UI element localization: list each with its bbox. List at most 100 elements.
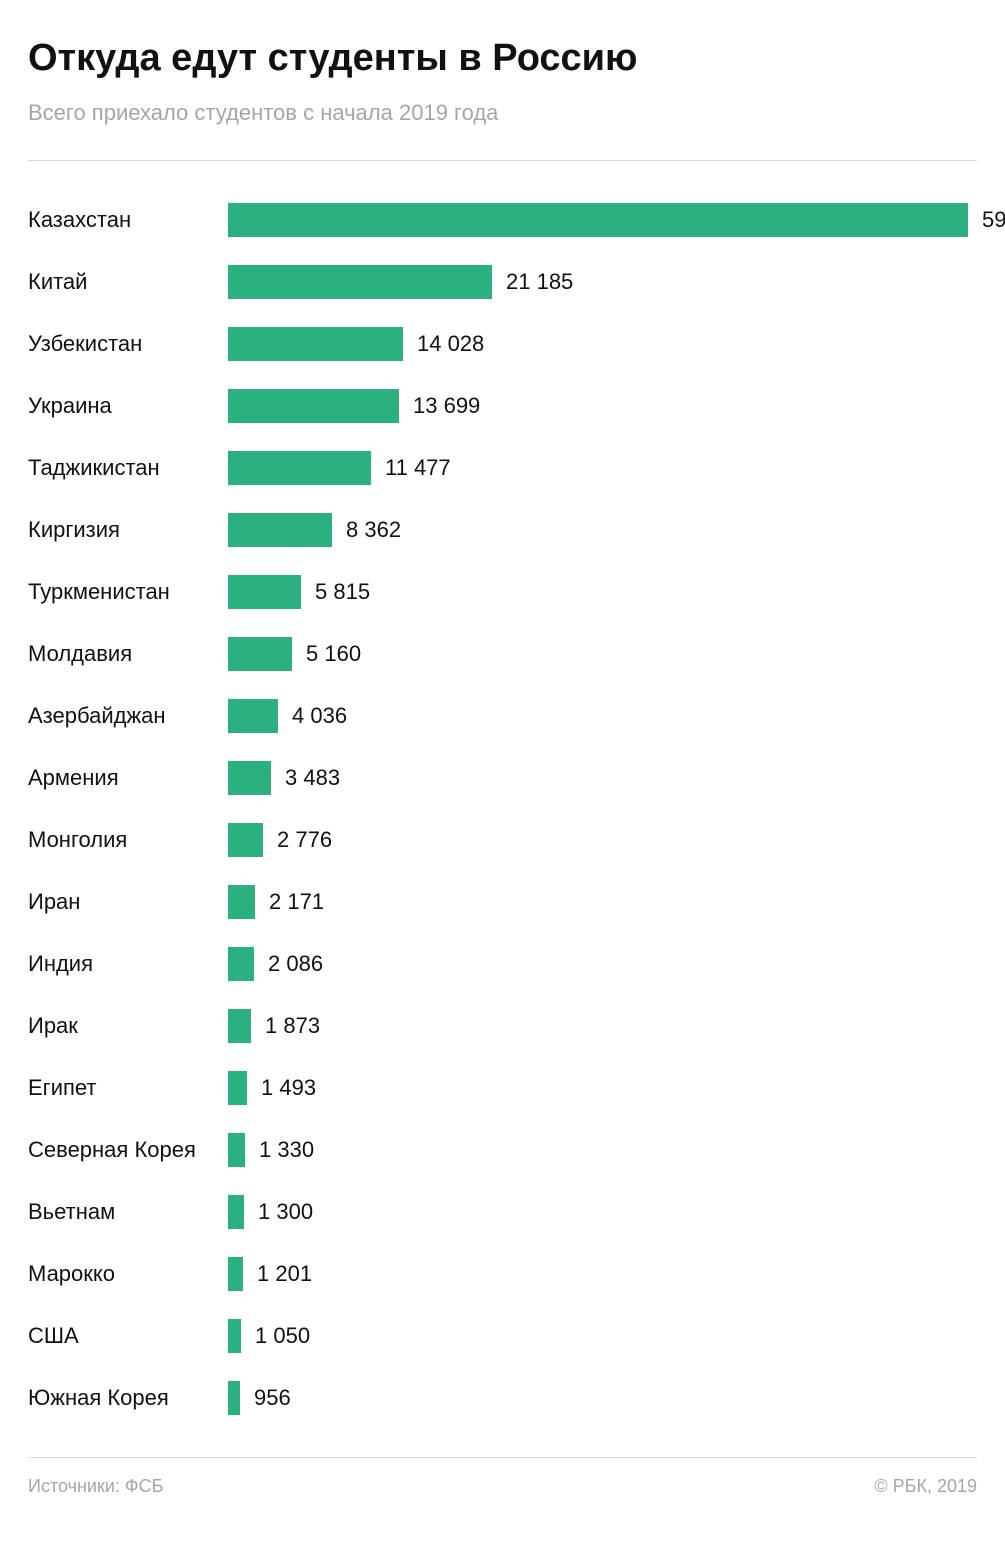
bar-cell: 21 185 <box>228 265 977 299</box>
bar-row: Марокко 1 201 <box>28 1243 977 1305</box>
bar-cell: 1 873 <box>228 1009 977 1043</box>
bar-cell: 5 815 <box>228 575 977 609</box>
bar-value: 59 306 <box>982 207 1005 233</box>
bar-value: 1 873 <box>265 1013 320 1039</box>
bar-cell: 14 028 <box>228 327 977 361</box>
bar-label: Южная Корея <box>28 1385 228 1411</box>
bar-row: Казахстан59 306 <box>28 189 977 251</box>
bar-row: Таджикистан 11 477 <box>28 437 977 499</box>
bar-value: 13 699 <box>413 393 480 419</box>
bar-row: Азербайджан 4 036 <box>28 685 977 747</box>
bar <box>228 1195 244 1229</box>
bar-row: Иран 2 171 <box>28 871 977 933</box>
bar-label: Египет <box>28 1075 228 1101</box>
bar <box>228 1381 240 1415</box>
bar <box>228 1009 251 1043</box>
divider-top <box>28 160 977 161</box>
bar-label: Иран <box>28 889 228 915</box>
bar-row: Украина 13 699 <box>28 375 977 437</box>
bar-label: Китай <box>28 269 228 295</box>
bar-row: Армения 3 483 <box>28 747 977 809</box>
bar-value: 2 086 <box>268 951 323 977</box>
bar-value: 956 <box>254 1385 291 1411</box>
bar-label: США <box>28 1323 228 1349</box>
chart-container: Откуда едут студенты в Россию Всего прие… <box>0 0 1005 1521</box>
source-label: Источники: ФСБ <box>28 1476 163 1497</box>
bar-label: Туркменистан <box>28 579 228 605</box>
bar <box>228 1133 245 1167</box>
bar-row: Южная Корея 956 <box>28 1367 977 1429</box>
bar-label: Азербайджан <box>28 703 228 729</box>
bar-value: 3 483 <box>285 765 340 791</box>
bar-cell: 5 160 <box>228 637 977 671</box>
bar-label: Марокко <box>28 1261 228 1287</box>
bar-label: Узбекистан <box>28 331 228 357</box>
bar-row: Северная Корея 1 330 <box>28 1119 977 1181</box>
chart-footer: Источники: ФСБ © РБК, 2019 <box>28 1476 977 1497</box>
chart-title: Откуда едут студенты в Россию <box>28 36 977 82</box>
bar-row: Монголия 2 776 <box>28 809 977 871</box>
bar-cell: 8 362 <box>228 513 977 547</box>
bar-cell: 1 201 <box>228 1257 977 1291</box>
bar-label: Молдавия <box>28 641 228 667</box>
bar-label: Таджикистан <box>28 455 228 481</box>
bar-row: Китай 21 185 <box>28 251 977 313</box>
bar <box>228 327 403 361</box>
bar-value: 1 300 <box>258 1199 313 1225</box>
bar-cell: 1 493 <box>228 1071 977 1105</box>
bar <box>228 451 371 485</box>
bar-cell: 13 699 <box>228 389 977 423</box>
bar-row: Узбекистан 14 028 <box>28 313 977 375</box>
bar-chart: Казахстан59 306 Китай 21 185 Узбекистан 14 0… <box>28 189 977 1429</box>
bar-value: 11 477 <box>385 455 451 481</box>
bar-cell: 2 171 <box>228 885 977 919</box>
bar-cell: 2 086 <box>228 947 977 981</box>
bar <box>228 1319 241 1353</box>
bar-row: Египет 1 493 <box>28 1057 977 1119</box>
bar-row: Киргизия8 362 <box>28 499 977 561</box>
bar-cell: 3 483 <box>228 761 977 795</box>
bar-cell: 4 036 <box>228 699 977 733</box>
bar-cell: 11 477 <box>228 451 977 485</box>
bar-cell: 956 <box>228 1381 977 1415</box>
bar <box>228 637 292 671</box>
bar <box>228 823 263 857</box>
bar-label: Вьетнам <box>28 1199 228 1225</box>
bar-value: 4 036 <box>292 703 347 729</box>
bar <box>228 575 301 609</box>
bar <box>228 389 399 423</box>
bar <box>228 265 492 299</box>
bar-label: Казахстан <box>28 207 228 233</box>
bar-label: Северная Корея <box>28 1137 228 1163</box>
chart-subtitle: Всего приехало студентов с начала 2019 г… <box>28 100 977 126</box>
bar-label: Ирак <box>28 1013 228 1039</box>
copyright-label: © РБК, 2019 <box>874 1476 977 1497</box>
bar-row: Индия 2 086 <box>28 933 977 995</box>
bar-row: Вьетнам 1 300 <box>28 1181 977 1243</box>
bar <box>228 1257 243 1291</box>
bar-row: Ирак 1 873 <box>28 995 977 1057</box>
bar-value: 14 028 <box>417 331 484 357</box>
bar-cell: 2 776 <box>228 823 977 857</box>
bar-label: Индия <box>28 951 228 977</box>
bar <box>228 203 968 237</box>
bar-label: Армения <box>28 765 228 791</box>
bar-row: Туркменистан 5 815 <box>28 561 977 623</box>
bar-value: 1 493 <box>261 1075 316 1101</box>
bar <box>228 513 332 547</box>
bar-value: 21 185 <box>506 269 573 295</box>
bar-cell: 1 330 <box>228 1133 977 1167</box>
bar-value: 1 330 <box>259 1137 314 1163</box>
bar <box>228 1071 247 1105</box>
bar-cell: 1 050 <box>228 1319 977 1353</box>
bar <box>228 699 278 733</box>
bar-cell: 59 306 <box>228 203 977 237</box>
bar-cell: 1 300 <box>228 1195 977 1229</box>
bar-value: 2 171 <box>269 889 324 915</box>
bar-value: 1 201 <box>257 1261 312 1287</box>
bar-value: 5 815 <box>315 579 370 605</box>
bar-label: Монголия <box>28 827 228 853</box>
bar-value: 2 776 <box>277 827 332 853</box>
bar-value: 5 160 <box>306 641 361 667</box>
bar-label: Украина <box>28 393 228 419</box>
